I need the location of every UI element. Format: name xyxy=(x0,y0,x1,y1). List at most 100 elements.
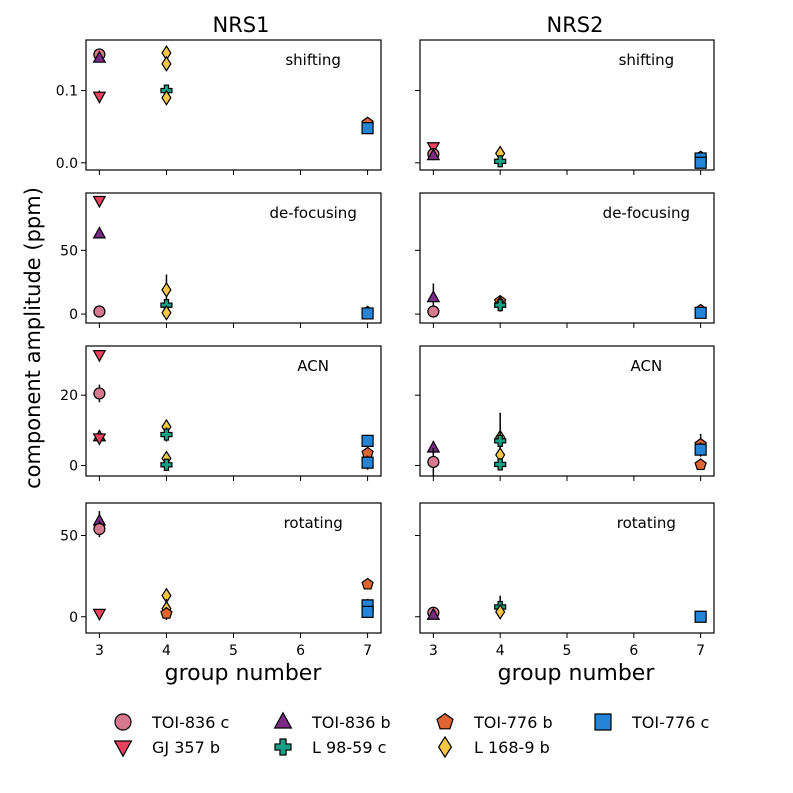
data-point-toi836b xyxy=(92,50,107,63)
data-point-toi776c xyxy=(361,605,374,618)
plus-marker xyxy=(160,458,173,471)
data-point-toi776c xyxy=(694,610,707,623)
x-axis-label-nrs2: group number xyxy=(498,661,656,686)
diamond-marker xyxy=(161,55,172,72)
data-point-toi776b xyxy=(694,458,707,471)
diamond-marker xyxy=(161,304,172,321)
data-point-toi836c xyxy=(93,305,106,318)
axes-frame xyxy=(85,502,382,634)
pentagon-marker xyxy=(694,458,707,471)
component-label: rotating xyxy=(617,514,676,532)
triangle-up-marker xyxy=(426,147,441,161)
x-tick-label: 4 xyxy=(496,643,505,659)
legend-label: GJ 357 b xyxy=(152,738,220,757)
legend-plus-marker xyxy=(274,738,292,756)
axes-frame xyxy=(419,345,715,477)
legend-triangle-down-marker xyxy=(113,740,133,758)
y-tick-label: 0 xyxy=(69,610,78,626)
panel-nrs1-shifting: 0.0 0.1 shifting xyxy=(56,39,382,175)
data-point-l9859c xyxy=(160,427,173,442)
data-point-toi836b xyxy=(426,607,441,620)
legend-circle-marker xyxy=(114,713,132,731)
square-marker xyxy=(694,156,707,169)
axes-frame xyxy=(419,39,715,171)
data-point-gj357b xyxy=(92,90,107,104)
data-point-toi776c xyxy=(361,434,374,447)
legend-entry-toi776b: TOI-776 b xyxy=(436,712,553,732)
data-point-l9859c xyxy=(494,155,507,168)
x-tick-label: 6 xyxy=(629,643,638,659)
circle-marker xyxy=(427,455,440,469)
x-tick-label: 4 xyxy=(162,643,171,659)
axes-frame xyxy=(85,345,382,477)
triangle-up-marker xyxy=(92,226,107,239)
diamond-marker xyxy=(161,89,172,106)
plus-marker xyxy=(494,458,507,471)
legend-entry-gj357b: GJ 357 b xyxy=(113,738,220,758)
legend-label: TOI-836 b xyxy=(311,713,391,732)
triangle-down-marker xyxy=(92,433,107,446)
component-label: ACN xyxy=(631,357,663,375)
y-tick-label: 20 xyxy=(60,388,78,404)
circle-marker xyxy=(93,305,106,318)
triangle-up-marker xyxy=(426,289,441,303)
triangle-up-marker xyxy=(92,50,107,63)
data-point-toi776c xyxy=(694,442,707,457)
data-point-gj357b xyxy=(92,195,107,209)
data-point-gj357b xyxy=(92,608,107,622)
component-label: shifting xyxy=(619,51,675,69)
triangle-down-marker xyxy=(92,350,107,363)
legend-diamond-marker xyxy=(437,735,453,759)
square-marker xyxy=(361,605,374,618)
component-label: ACN xyxy=(297,357,329,375)
axes-frame xyxy=(85,192,382,324)
data-point-gj357b xyxy=(92,350,107,363)
data-point-gj357b xyxy=(92,433,107,446)
x-tick-label: 5 xyxy=(229,643,238,659)
square-marker xyxy=(694,306,707,319)
legend-label: TOI-776 b xyxy=(473,713,553,732)
data-point-l1689b xyxy=(161,304,172,321)
legend-entry-l1689b: L 168-9 b xyxy=(437,735,550,759)
column-title-nrs2: NRS2 xyxy=(547,13,604,37)
component-label: de-focusing xyxy=(603,204,690,222)
plus-marker xyxy=(160,428,173,441)
axes-frame xyxy=(419,502,715,634)
axes-frame xyxy=(85,39,382,171)
x-tick-label: 5 xyxy=(563,643,572,659)
data-point-l1689b xyxy=(161,89,172,106)
data-point-l9859c xyxy=(160,458,173,471)
data-point-l9859c xyxy=(494,298,507,312)
square-marker xyxy=(361,456,374,469)
legend-entry-l9859c: L 98-59 c xyxy=(274,738,386,757)
data-point-toi776c xyxy=(694,306,707,319)
square-marker xyxy=(694,443,707,456)
triangle-down-marker xyxy=(426,142,441,155)
component-label: shifting xyxy=(285,51,341,69)
pentagon-marker xyxy=(160,606,173,619)
legend-pentagon-marker xyxy=(436,712,454,730)
y-axis-label: component amplitude (ppm) xyxy=(21,187,45,489)
triangle-down-marker xyxy=(92,608,107,622)
data-point-toi776b xyxy=(361,577,374,590)
triangle-down-marker xyxy=(92,91,107,104)
data-point-toi836b xyxy=(92,226,107,239)
diamond-marker xyxy=(495,603,506,620)
legend-entry-toi776c: TOI-776 c xyxy=(594,713,709,732)
y-tick-label: 0 xyxy=(69,458,78,474)
triangle-up-marker xyxy=(426,607,441,620)
panel-nrs1-acn: 0 20 ACN xyxy=(60,345,382,481)
data-point-l1689b xyxy=(495,603,506,620)
data-point-toi776c xyxy=(694,156,707,169)
panel-nrs2-acn: ACN xyxy=(415,345,715,481)
data-point-toi776c xyxy=(361,455,374,470)
pentagon-marker xyxy=(361,577,374,590)
data-point-toi776c xyxy=(361,122,374,135)
legend-entry-toi836c: TOI-836 c xyxy=(114,713,229,732)
square-marker xyxy=(361,122,374,135)
data-point-toi836c xyxy=(427,305,440,318)
data-point-l1689b xyxy=(161,55,172,72)
x-tick-label: 7 xyxy=(696,643,705,659)
